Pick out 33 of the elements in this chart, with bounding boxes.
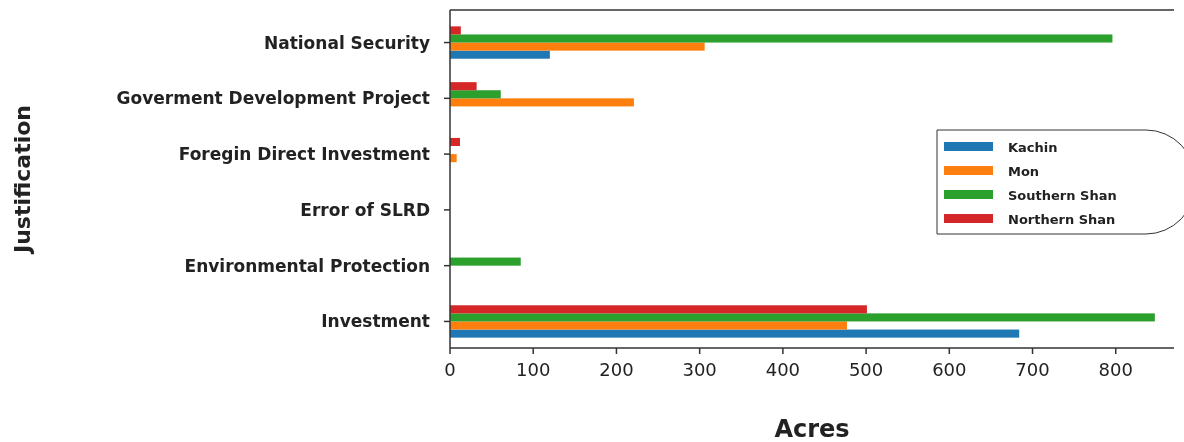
x-tick-label: 700: [1015, 359, 1050, 380]
bar: [450, 42, 705, 51]
y-tick-label: Error of SLRD: [300, 199, 430, 220]
x-tick-label: 600: [932, 359, 967, 380]
legend-label: Mon: [1008, 164, 1040, 179]
bar: [450, 98, 634, 107]
x-axis-title: Acres: [774, 415, 850, 442]
bar: [450, 313, 1155, 322]
bar: [450, 34, 1113, 43]
legend-label: Northern Shan: [1008, 212, 1116, 227]
x-tick-label: 200: [599, 359, 634, 380]
legend-label: Southern Shan: [1008, 188, 1117, 203]
x-tick-label: 0: [444, 359, 456, 380]
y-tick-label: Environmental Protection: [184, 255, 430, 276]
bar: [450, 329, 1020, 338]
x-tick-label: 400: [765, 359, 801, 380]
x-tick-label: 100: [516, 359, 551, 380]
x-tick-label: 800: [1098, 359, 1133, 380]
bar: [450, 50, 550, 59]
bar: [450, 26, 461, 35]
bar: [450, 305, 867, 314]
y-tick-label: National Security: [263, 32, 430, 53]
x-tick-label: 300: [682, 359, 717, 380]
x-tick-label: 500: [848, 359, 884, 380]
bar: [450, 321, 847, 330]
y-tick-label: Foregin Direct Investment: [178, 144, 430, 165]
y-axis-title: Justification: [10, 104, 35, 256]
bar: [450, 90, 501, 99]
legend-label: Kachin: [1008, 140, 1058, 155]
y-tick-label: Investment: [321, 311, 430, 332]
bar: [450, 257, 521, 266]
y-tick-label: Goverment Development Project: [116, 88, 430, 109]
bar: [450, 82, 477, 91]
